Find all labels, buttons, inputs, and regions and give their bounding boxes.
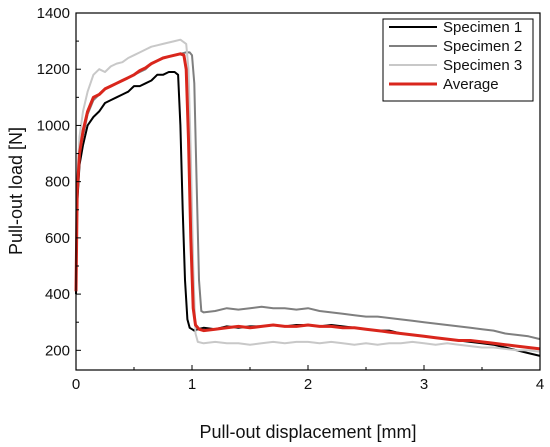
x-tick-label: 3 — [420, 376, 428, 393]
y-axis-title: Pull-out load [N] — [6, 127, 26, 255]
y-tick-label: 400 — [45, 286, 70, 303]
series-line-1 — [75, 71, 541, 357]
y-tick-label: 800 — [45, 174, 70, 191]
series-line-4 — [74, 52, 541, 351]
legend-label: Average — [443, 76, 499, 93]
tick-labels-layer: 0 1 2 3 4 200 400 600 800 1000 1200 1400 — [37, 5, 545, 393]
legend-label: Specimen 1 — [443, 19, 522, 36]
y-tick-label: 1200 — [37, 61, 70, 78]
x-tick-label: 4 — [536, 376, 544, 393]
y-tick-label: 600 — [45, 230, 70, 247]
legend-box — [382, 18, 534, 102]
legend-label: Specimen 3 — [443, 57, 522, 74]
legend-label: Specimen 2 — [443, 38, 522, 55]
legend-items: Specimen 1 Specimen 2 Specimen 3 Average — [389, 19, 522, 93]
series-layer — [74, 38, 541, 357]
x-tick-label: 2 — [304, 376, 312, 393]
y-tick-label: 200 — [45, 342, 70, 359]
y-tick-label: 1000 — [37, 117, 70, 134]
legend: Specimen 1 Specimen 2 Specimen 3 Average — [382, 18, 534, 102]
y-tick-label: 1400 — [37, 5, 70, 22]
series-line-3 — [75, 38, 541, 353]
ticks-layer — [75, 12, 541, 370]
x-tick-label: 0 — [72, 376, 80, 393]
x-tick-label: 1 — [188, 376, 196, 393]
x-axis-title: Pull-out displacement [mm] — [199, 422, 416, 442]
